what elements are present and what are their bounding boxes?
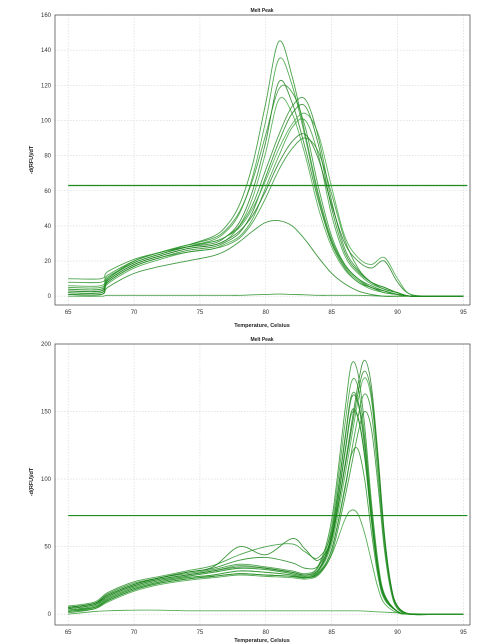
melt-curves <box>68 40 464 297</box>
melt-curve <box>68 393 464 616</box>
melt-curve <box>68 112 464 297</box>
melt-curve <box>68 411 464 616</box>
x-tick-label: 90 <box>394 630 401 636</box>
y-tick-label: 150 <box>41 410 52 416</box>
melt-curve <box>68 293 464 297</box>
y-tick-label: 160 <box>41 13 52 19</box>
plot-frame <box>54 14 471 306</box>
x-tick-label: 95 <box>460 630 467 636</box>
melt-curves <box>68 359 464 616</box>
chart-title: Melt Peak <box>250 337 273 343</box>
x-tick-label: 75 <box>197 630 204 636</box>
y-tick-label: 140 <box>41 48 52 54</box>
y-tick-label: 50 <box>44 545 51 551</box>
melt-peak-chart-bottom: Melt Peak 0 50 100 150 200 65 70 75 80 85 90 95 Te… <box>29 337 471 644</box>
y-tick-label: 200 <box>41 342 52 348</box>
y-tick-label: 0 <box>48 294 52 300</box>
x-tick-label: 80 <box>262 310 269 316</box>
x-axis-label: Temperature, Celsius <box>234 638 290 644</box>
x-axis-label: Temperature, Celsius <box>234 323 290 329</box>
x-tick-label: 80 <box>262 630 269 636</box>
y-tick-label: 60 <box>44 189 51 195</box>
melt-curve <box>68 609 464 615</box>
x-tick-label: 75 <box>197 310 204 316</box>
y-tick-label: 0 <box>48 612 52 618</box>
x-tick-label: 65 <box>65 630 72 636</box>
x-tick-label: 65 <box>65 310 72 316</box>
y-tick-label: 40 <box>44 224 51 230</box>
melt-curve <box>68 391 464 615</box>
y-tick-label: 120 <box>41 83 52 89</box>
y-tick-label: 20 <box>44 259 51 265</box>
y-tick-label: 100 <box>41 477 52 483</box>
melt-curve <box>68 137 464 297</box>
x-tick-label: 90 <box>394 310 401 316</box>
x-tick-label: 85 <box>328 630 335 636</box>
melt-peak-chart-top: Melt Peak 0 20 40 60 80 100 120 140 160 65 70 75 80… <box>29 8 471 329</box>
melt-curve <box>68 96 464 297</box>
melt-curve <box>68 370 464 616</box>
x-tick-label: 70 <box>131 630 138 636</box>
y-axis-label: -d(RFU)/dT <box>29 145 35 174</box>
y-tick-label: 100 <box>41 118 52 124</box>
x-tick-labels: 65 70 75 80 85 90 95 <box>65 310 468 316</box>
y-tick-labels: 0 20 40 60 80 100 120 140 160 <box>41 13 52 300</box>
x-tick-label: 95 <box>460 310 467 316</box>
chart-title: Melt Peak <box>250 8 273 14</box>
plot-frame <box>54 343 471 626</box>
x-tick-labels: 65 70 75 80 85 90 95 <box>65 630 468 636</box>
y-axis-label: -d(RFU)/dT <box>29 467 35 496</box>
melt-curve <box>68 133 464 297</box>
y-tick-label: 80 <box>44 154 51 160</box>
x-tick-label: 85 <box>328 310 335 316</box>
x-tick-label: 70 <box>131 310 138 316</box>
y-tick-labels: 0 50 100 150 200 <box>41 342 52 618</box>
